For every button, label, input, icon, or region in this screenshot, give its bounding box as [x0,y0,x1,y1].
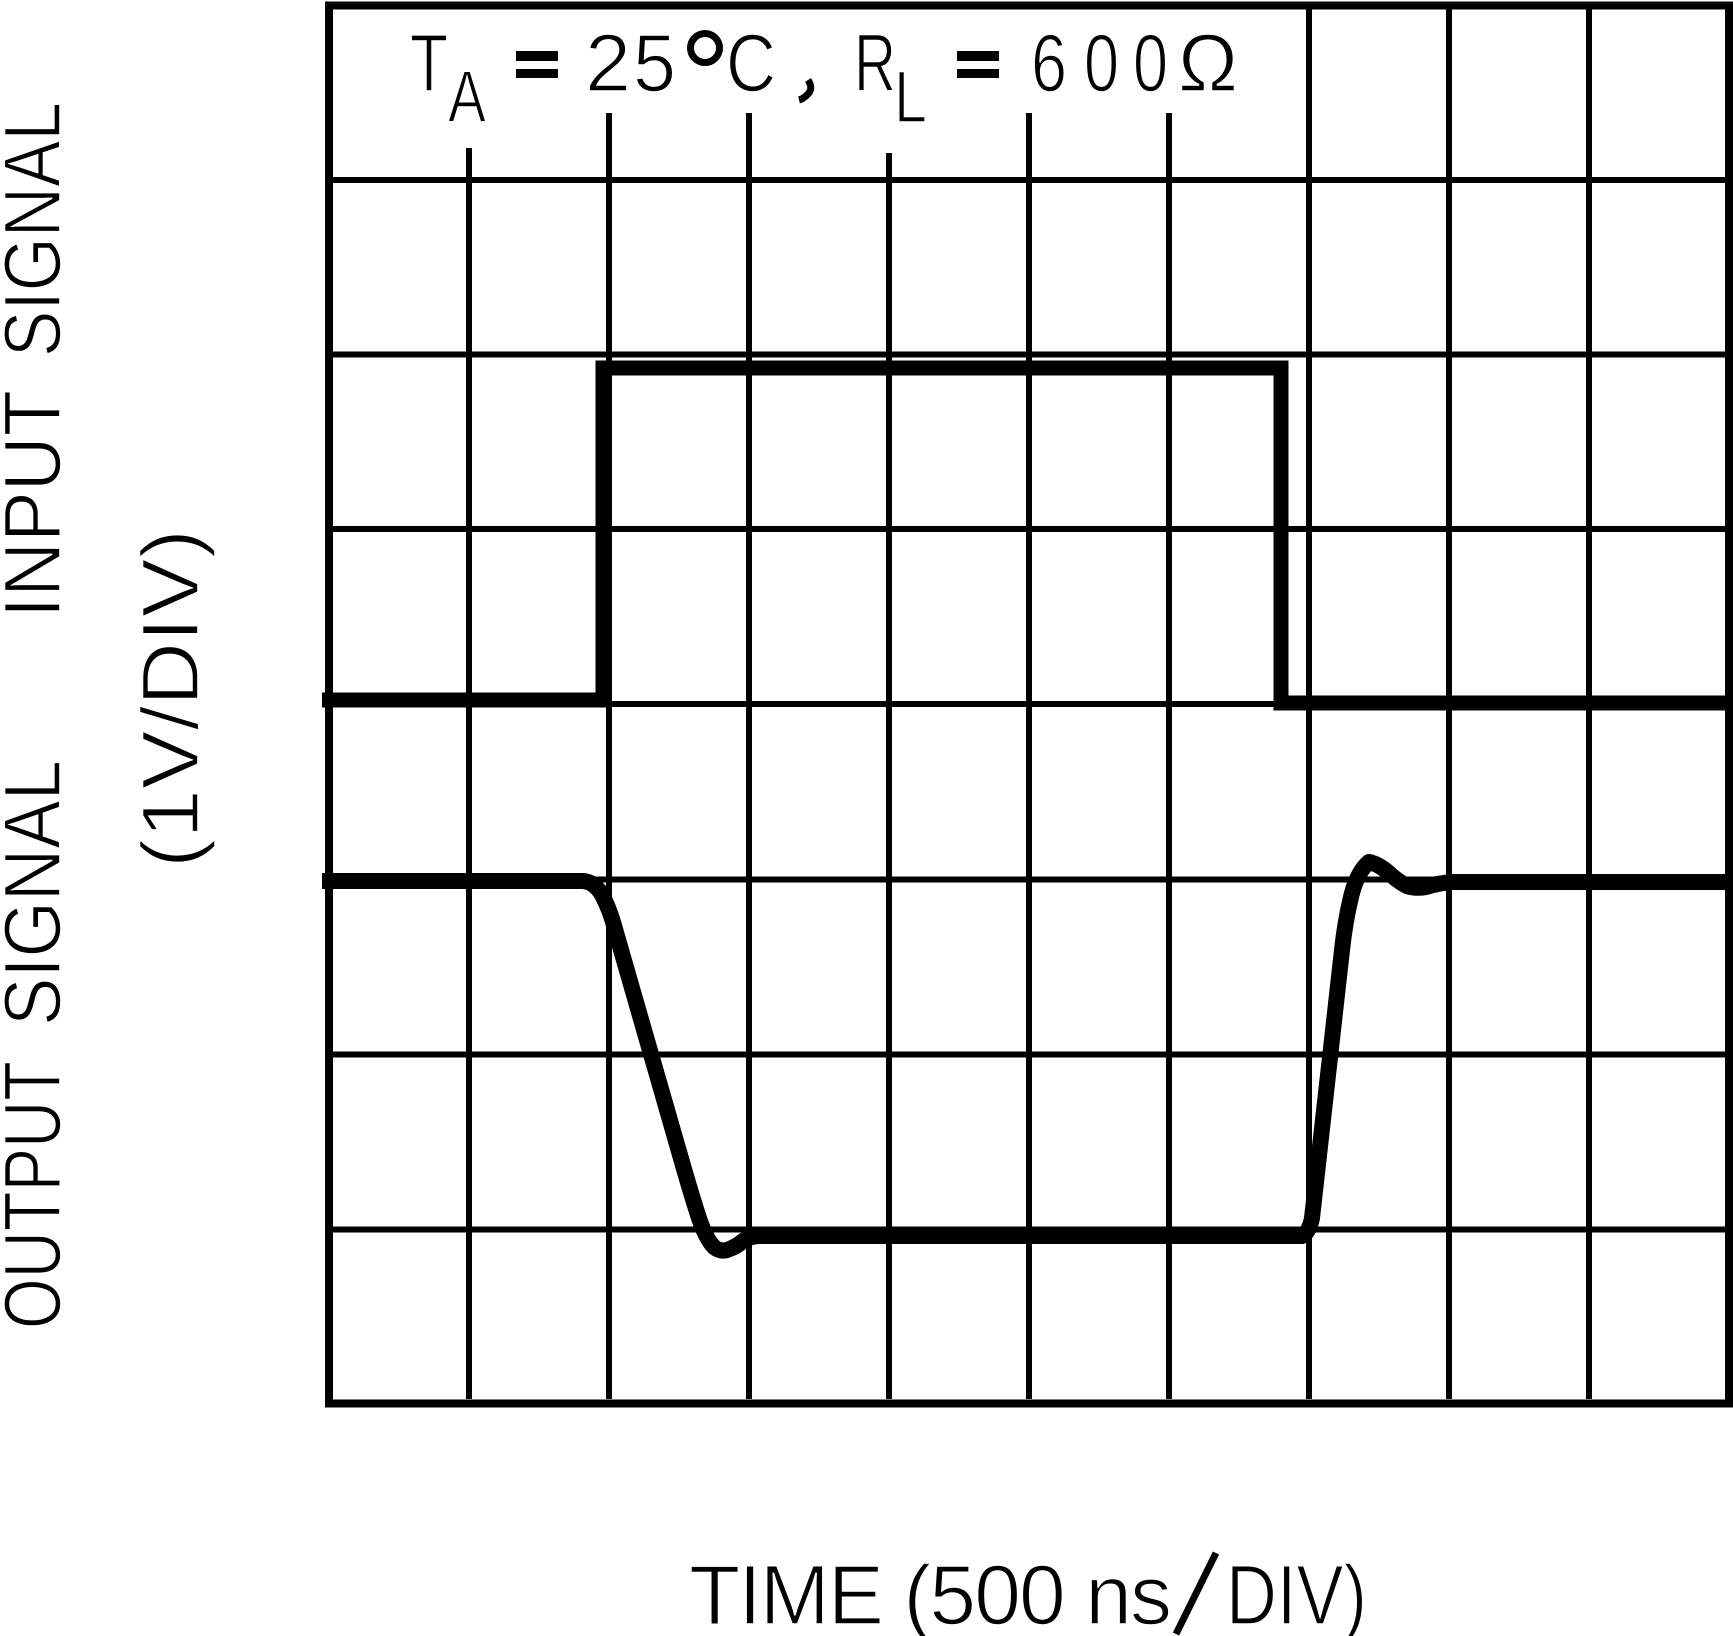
svg-text:SIGNAL: SIGNAL [0,760,78,1026]
svg-text:R: R [854,18,896,109]
svg-text:(1V/DIV): (1V/DIV) [126,529,216,868]
svg-text:A: A [448,57,486,138]
svg-text:0: 0 [1084,18,1119,109]
svg-text:Ω: Ω [1178,18,1238,109]
svg-text:SIGNAL: SIGNAL [0,102,78,357]
svg-text:2: 2 [585,18,631,109]
svg-text:OUTPUT: OUTPUT [0,1061,78,1329]
svg-text:INPUT: INPUT [0,390,78,618]
svg-text:TIME (500 ns: TIME (500 ns [689,1548,1172,1636]
svg-text:T: T [410,18,448,109]
svg-text:C: C [726,18,776,109]
svg-text:0: 0 [1133,18,1168,109]
svg-text:5: 5 [633,18,676,109]
svg-text:6: 6 [1031,18,1067,109]
svg-text:DIV): DIV) [1226,1548,1367,1636]
svg-text:L: L [894,57,927,138]
